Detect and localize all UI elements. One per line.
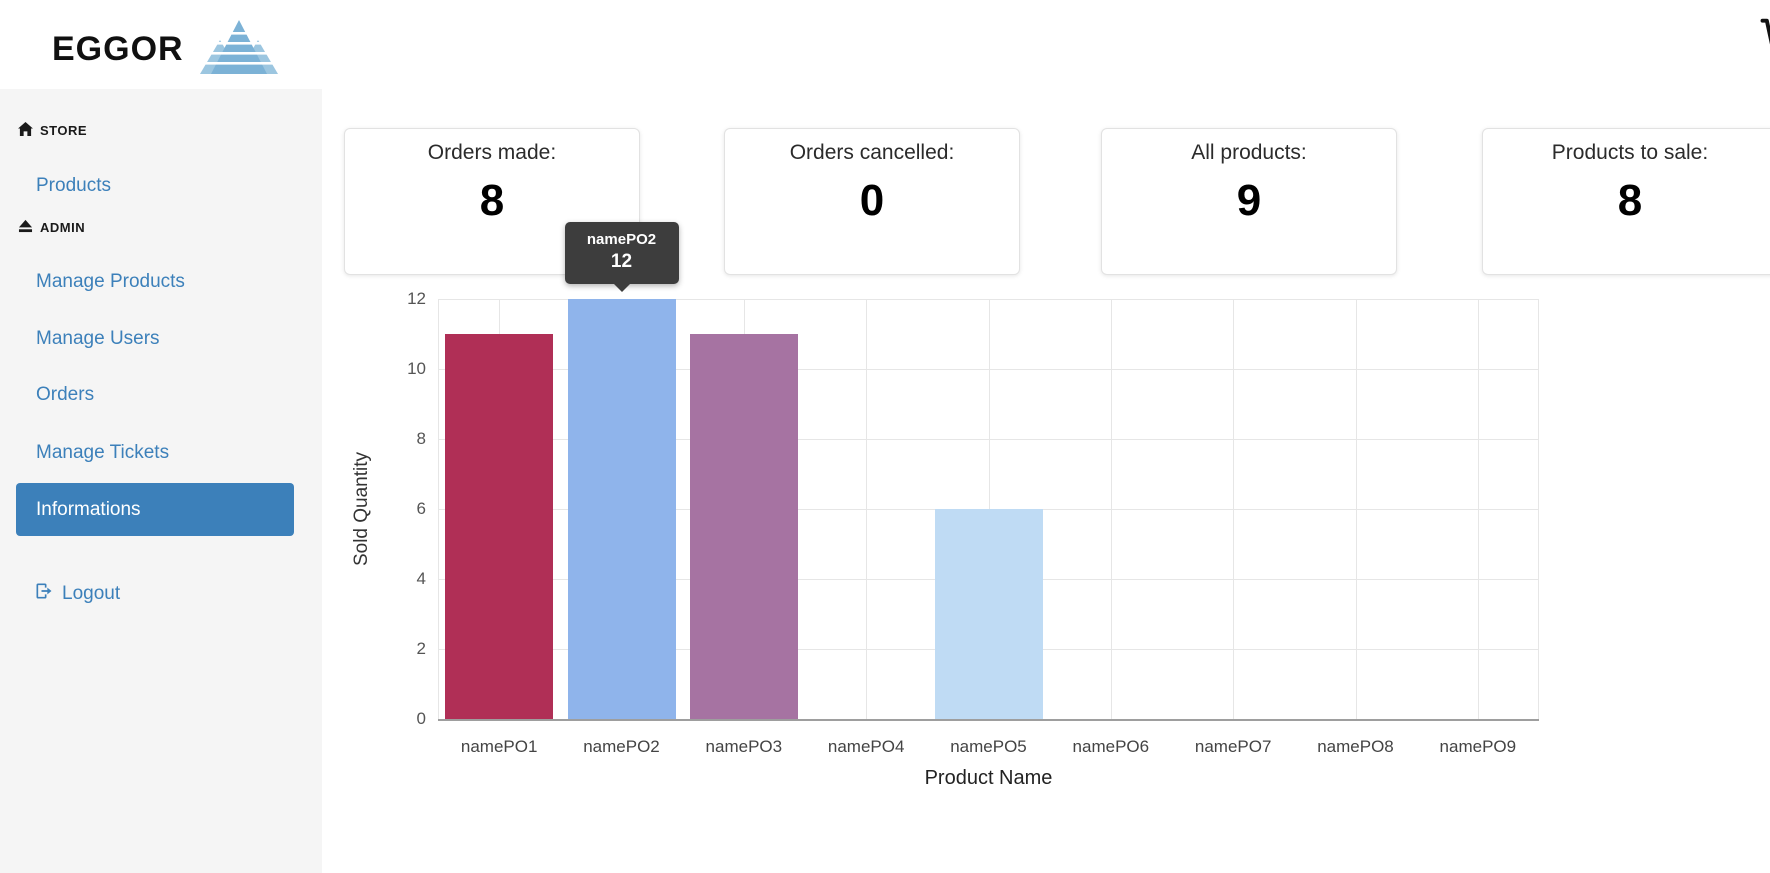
bar-namePO1[interactable] (445, 334, 554, 719)
stat-title: Products to sale: (1551, 141, 1709, 164)
x-tick-label: namePO3 (705, 737, 783, 756)
y-tick-label: 4 (416, 569, 426, 588)
logout-label: Logout (62, 583, 121, 604)
sidebar-section-store: STORE (18, 122, 87, 139)
brand-name: EGGOR (52, 30, 184, 68)
gridline-vertical (1477, 299, 1479, 719)
app-header: EGGOR (0, 0, 1770, 90)
gridline-vertical (866, 299, 868, 719)
gridline-vertical (1355, 299, 1357, 719)
gridline-vertical (1110, 299, 1112, 719)
y-tick-label: 2 (416, 639, 426, 658)
logout-icon (34, 581, 54, 607)
sidebar: STORE Products ADMIN Manage Products Man… (0, 89, 323, 873)
x-tick-label: namePO7 (1194, 737, 1272, 756)
x-tick-label: namePO6 (1072, 737, 1150, 756)
mountain-logo-icon (196, 18, 282, 81)
tooltip-category: namePO2 (586, 231, 657, 248)
x-axis-labels: namePO1 namePO2 namePO3 namePO4 namePO5 nameP… (438, 737, 1539, 761)
sidebar-item-orders[interactable]: Orders (36, 384, 95, 405)
stat-title: Orders cancelled: (789, 141, 955, 164)
y-tick-label: 8 (416, 429, 426, 448)
chart-tooltip: namePO2 12 (564, 222, 679, 292)
tooltip-value: 12 (610, 251, 633, 272)
sidebar-item-informations[interactable]: Informations (16, 483, 294, 536)
x-tick-label: namePO4 (827, 737, 905, 756)
home-icon (18, 122, 33, 139)
sidebar-item-label: Informations (36, 498, 141, 520)
stat-card-orders-cancelled: Orders cancelled: 0 (724, 128, 1020, 275)
gridline-vertical (1538, 299, 1539, 719)
y-axis-ticks: 0 2 4 6 8 10 12 (352, 289, 426, 728)
chart-plot-area (438, 299, 1539, 721)
stat-value: 0 (859, 176, 885, 225)
y-tick-label: 12 (407, 289, 426, 308)
stat-title: Orders made: (427, 141, 557, 164)
eject-icon (18, 219, 33, 236)
gridline-vertical (438, 299, 439, 719)
y-tick-label: 0 (416, 709, 426, 728)
y-tick-label: 10 (407, 359, 426, 378)
sidebar-section-label: ADMIN (40, 220, 86, 235)
sidebar-item-manage-products[interactable]: Manage Products (36, 271, 185, 292)
shopping-cart-icon[interactable] (1756, 12, 1770, 69)
sidebar-item-manage-tickets[interactable]: Manage Tickets (36, 442, 170, 463)
bar-namePO2[interactable] (567, 299, 676, 719)
sidebar-section-admin: ADMIN (18, 219, 85, 236)
x-tick-label: namePO2 (583, 737, 660, 756)
stat-value: 8 (1617, 176, 1643, 225)
sidebar-section-label: STORE (40, 123, 88, 138)
stat-title: All products: (1191, 141, 1307, 164)
stat-value: 9 (1236, 176, 1262, 225)
sidebar-item-products[interactable]: Products (36, 175, 111, 196)
bar-namePO3[interactable] (689, 334, 798, 719)
main-content: Orders made: 8 Orders cancelled: 0 All p… (322, 89, 1770, 873)
x-tick-label: namePO9 (1439, 737, 1517, 756)
stat-card-products-to-sale: Products to sale: 8 (1482, 128, 1770, 275)
x-tick-label: namePO1 (460, 737, 538, 756)
stat-card-all-products: All products: 9 (1101, 128, 1397, 275)
x-axis-title: Product Name (924, 767, 1053, 789)
y-tick-label: 6 (416, 499, 426, 518)
gridline-vertical (1233, 299, 1235, 719)
stat-value: 8 (479, 176, 505, 225)
x-tick-label: namePO8 (1317, 737, 1394, 756)
brand[interactable]: EGGOR (52, 18, 282, 81)
logout-button[interactable]: Logout (34, 581, 120, 607)
x-tick-label: namePO5 (950, 737, 1027, 756)
sidebar-item-manage-users[interactable]: Manage Users (36, 328, 160, 349)
bar-namePO5[interactable] (934, 509, 1043, 719)
